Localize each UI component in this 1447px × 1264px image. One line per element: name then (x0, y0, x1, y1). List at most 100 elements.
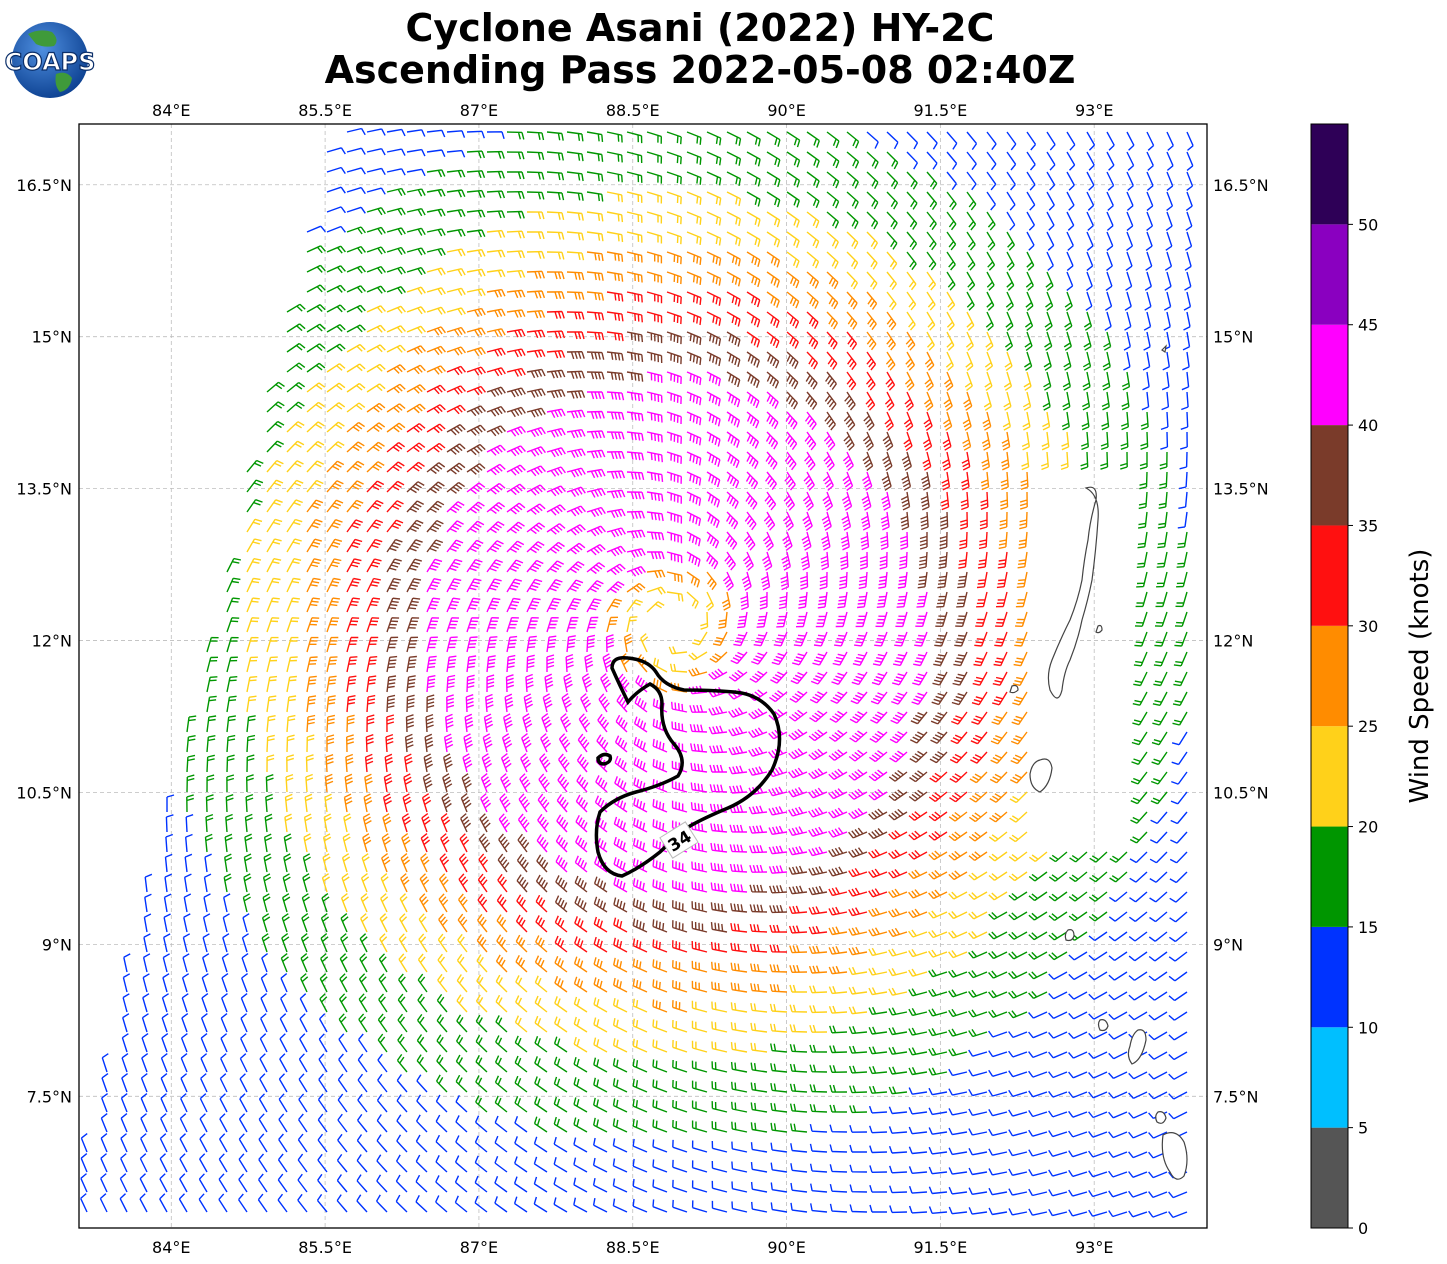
wind-barb (566, 429, 586, 439)
lat-tick-label: 7.5°N (27, 1087, 72, 1106)
wind-barb (1137, 511, 1148, 529)
wind-barb (386, 266, 406, 275)
wind-barb (546, 191, 565, 201)
wind-barb (889, 750, 908, 763)
wind-barb (1186, 131, 1194, 151)
wind-barb (1172, 711, 1188, 726)
wind-barb (789, 1063, 808, 1073)
wind-barb (691, 1060, 708, 1073)
wind-barb (141, 1053, 149, 1073)
colorbar-bin (1311, 726, 1348, 827)
wind-barb (613, 957, 628, 973)
wind-barb (834, 631, 848, 647)
wind-barb (438, 893, 449, 913)
wind-barb (1086, 231, 1094, 251)
wind-barb (984, 351, 994, 371)
wind-barb (926, 191, 938, 210)
wind-barb (868, 1105, 888, 1114)
wind-barb (1061, 431, 1070, 451)
wind-barb (711, 1121, 728, 1133)
wind-barb (306, 401, 325, 413)
wind-barb (1108, 1111, 1128, 1119)
wind-barb (809, 1123, 828, 1133)
wind-barb (304, 793, 313, 813)
wind-barb (646, 271, 663, 284)
wind-barb (730, 962, 748, 973)
wind-barb (573, 996, 588, 1013)
wind-barb (478, 853, 489, 873)
wind-barb (1028, 1110, 1048, 1118)
wind-barb (606, 271, 624, 282)
wind-barb (632, 1178, 648, 1193)
wind-barb (358, 973, 368, 993)
wind-barb (366, 558, 382, 573)
wind-barb (606, 211, 624, 223)
wind-barb (525, 673, 534, 693)
wind-barb (366, 324, 386, 333)
wind-barb (318, 1013, 328, 1033)
wind-barb (466, 189, 486, 198)
wind-barb (426, 149, 446, 157)
wind-barb (437, 953, 448, 973)
wind-barb (546, 330, 566, 339)
wind-barb (266, 577, 281, 593)
wind-barb (306, 421, 325, 433)
wind-barb (386, 422, 406, 433)
wind-barb (770, 1063, 788, 1073)
wind-barb (886, 251, 898, 270)
wind-barb (731, 1121, 748, 1133)
wind-barb (726, 291, 741, 307)
wind-barb (385, 733, 394, 753)
wind-barb (1105, 271, 1113, 291)
wind-barb (426, 306, 446, 315)
wind-barb (297, 1193, 308, 1213)
wind-barb (446, 385, 466, 395)
wind-barb (80, 1153, 88, 1173)
wind-barb (728, 669, 748, 682)
wind-barb (358, 1013, 368, 1033)
wind-barb (246, 597, 260, 613)
wind-barb (226, 617, 240, 633)
wind-barb (346, 656, 358, 673)
wind-barb (804, 431, 817, 451)
wind-barb (745, 471, 759, 490)
wind-barb (515, 954, 528, 973)
wind-barb (671, 800, 688, 813)
wind-barb (201, 973, 209, 993)
wind-barb (395, 1154, 408, 1173)
wind-barb (221, 973, 229, 993)
wind-barb (366, 461, 385, 473)
wind-barb (942, 431, 952, 451)
wind-barb (783, 491, 796, 511)
wind-barb (506, 540, 525, 553)
wind-barb (1088, 1150, 1108, 1158)
wind-barb (968, 911, 988, 920)
wind-barb (500, 773, 512, 793)
wind-barb (379, 933, 388, 953)
wind-barb (553, 1036, 568, 1053)
wind-barb (1018, 531, 1028, 549)
wind-barb (1108, 971, 1128, 981)
wind-barb (142, 993, 150, 1013)
wind-barb (652, 879, 668, 893)
wind-barb (1004, 331, 1014, 351)
wind-barb (606, 331, 624, 342)
wind-barb (771, 651, 788, 666)
wind-barb (808, 768, 828, 780)
wind-barb (826, 191, 840, 209)
wind-barb (144, 873, 153, 893)
wind-barb (206, 676, 218, 693)
wind-barb (476, 954, 488, 973)
wind-barb (1109, 891, 1128, 903)
wind-barb (593, 876, 608, 893)
wind-barb (1128, 1091, 1148, 1100)
wind-barb (965, 351, 974, 371)
wind-barb (1126, 231, 1134, 251)
wind-barb (456, 974, 468, 993)
wind-barb (474, 1135, 488, 1153)
wind-barb (303, 813, 313, 833)
wind-barb (934, 631, 948, 647)
wind-barb (1101, 391, 1110, 411)
wind-barb (882, 431, 894, 451)
wind-barb (769, 1003, 788, 1013)
